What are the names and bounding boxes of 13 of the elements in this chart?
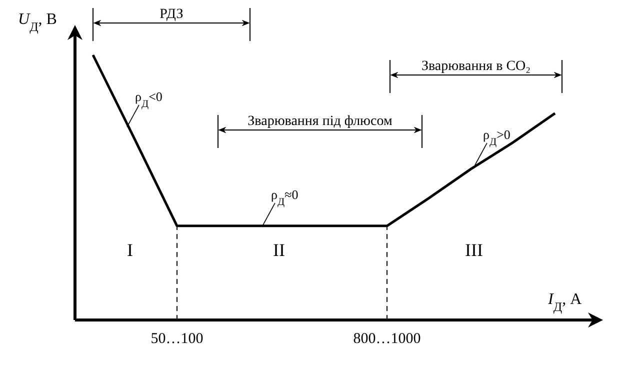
annotation: ρ$_{Д}$<0: [135, 89, 162, 110]
y-axis-title: U$_{Д}$, В: [18, 11, 57, 34]
x-tick-label: 50…100: [150, 331, 204, 347]
annotation: I: [127, 240, 133, 260]
annotation: II: [273, 240, 285, 260]
annotation: III: [465, 240, 483, 260]
text: РДЗ: [160, 7, 184, 22]
annotation: ρ$_{Д}$≈0: [271, 187, 298, 208]
annotation: ρ$_{Д}$>0: [483, 127, 510, 148]
x-axis-title: I$_{Д}$, А: [547, 291, 582, 314]
annotation: Зварювання в CO₂: [421, 59, 531, 74]
x-tick-label: 800…1000: [353, 331, 421, 347]
annotation: Зварювання під флюсом: [248, 114, 392, 129]
